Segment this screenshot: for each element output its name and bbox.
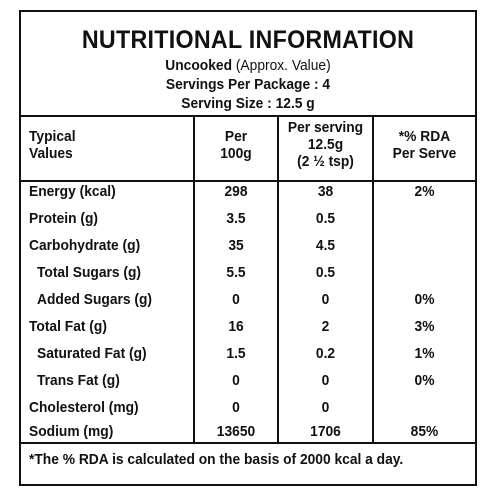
- row-label: Total Sugars (g): [37, 264, 142, 281]
- panel-title: NUTRITIONAL INFORMATION: [81, 26, 415, 54]
- row-label: Added Sugars (g): [37, 291, 153, 308]
- row-label: Protein (g): [29, 210, 98, 227]
- value-rda: 0%: [414, 291, 435, 308]
- uncooked-note: (Approx. Value): [235, 57, 331, 74]
- value-per-serving: 0.5: [315, 210, 336, 227]
- value-per-100g: 0: [232, 291, 240, 308]
- value-per-serving: 0: [321, 372, 330, 389]
- value-per-serving: 0.5: [315, 264, 336, 281]
- col-header-rda: *% RDA Per Serve: [392, 128, 457, 162]
- column-divider-1: [193, 115, 195, 442]
- value-per-100g: 1.5: [226, 345, 246, 362]
- value-per-serving: 0: [321, 399, 330, 416]
- row-label: Trans Fat (g): [37, 372, 120, 389]
- row-label: Carbohydrate (g): [29, 237, 141, 254]
- value-per-serving: 2: [321, 318, 330, 335]
- uncooked-label: Uncooked: [165, 57, 233, 74]
- value-per-100g: 13650: [216, 423, 256, 440]
- value-rda: 2%: [414, 183, 435, 200]
- col-header-per-100g: Per 100g: [220, 128, 252, 162]
- value-per-100g: 5.5: [226, 264, 246, 281]
- value-per-100g: 3.5: [226, 210, 246, 227]
- servings-per-package: Servings Per Package : 4: [165, 76, 331, 93]
- value-per-serving: 0: [321, 291, 330, 308]
- nutrition-panel: NUTRITIONAL INFORMATION Uncooked (Approx…: [19, 10, 477, 486]
- column-divider-2: [277, 115, 279, 442]
- value-per-serving: 1706: [310, 423, 341, 440]
- column-header-divider: [21, 180, 475, 182]
- value-rda: 3%: [414, 318, 435, 335]
- value-rda: 0%: [414, 372, 435, 389]
- value-per-serving: 4.5: [315, 237, 336, 254]
- value-per-100g: 298: [224, 183, 248, 200]
- col-header-per-serving: Per serving 12.5g (2 ½ tsp): [287, 119, 364, 170]
- footer-divider: [21, 442, 475, 444]
- uncooked-line: Uncooked (Approx. Value): [39, 57, 457, 74]
- serving-size: Serving Size : 12.5 g: [181, 95, 315, 112]
- value-rda: 85%: [410, 423, 439, 440]
- row-label: Total Fat (g): [29, 318, 107, 335]
- value-per-serving: 0.2: [315, 345, 336, 362]
- value-per-100g: 16: [228, 318, 244, 335]
- value-per-100g: 0: [232, 372, 240, 389]
- header-divider: [21, 115, 475, 117]
- row-label: Saturated Fat (g): [37, 345, 147, 362]
- value-per-100g: 0: [232, 399, 240, 416]
- row-label: Cholesterol (mg): [29, 399, 139, 416]
- rda-footnote: *The % RDA is calculated on the basis of…: [29, 451, 404, 468]
- col-header-typical: Typical Values: [29, 128, 76, 162]
- value-per-serving: 38: [317, 183, 334, 200]
- row-label: Sodium (mg): [29, 423, 114, 440]
- value-per-100g: 35: [228, 237, 244, 254]
- nutrition-header: NUTRITIONAL INFORMATION Uncooked (Approx…: [21, 12, 475, 114]
- value-rda: 1%: [414, 345, 435, 362]
- column-divider-3: [372, 115, 374, 442]
- row-label: Energy (kcal): [29, 183, 116, 200]
